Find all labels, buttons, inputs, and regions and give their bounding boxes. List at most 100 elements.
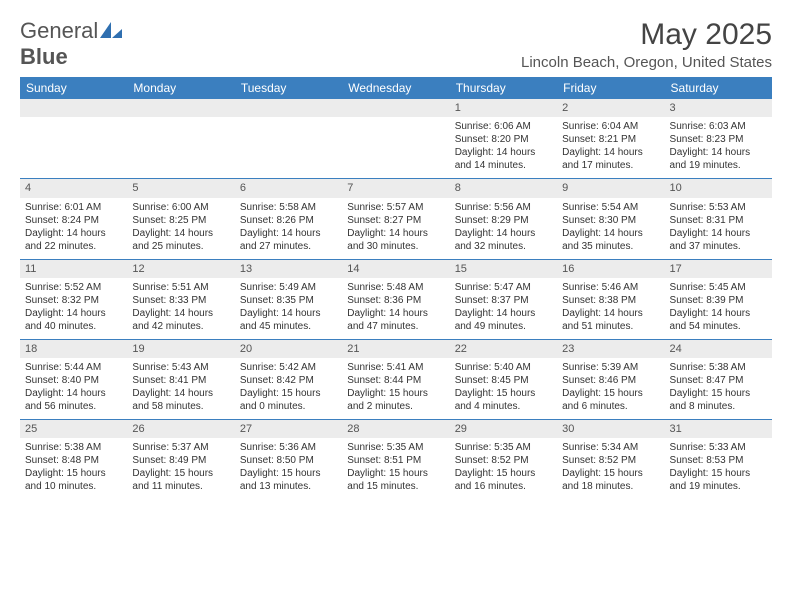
- sunrise-text: Sunrise: 5:45 AM: [670, 281, 767, 294]
- daylight-text: Daylight: 15 hours: [240, 387, 337, 400]
- day-number: 2: [557, 99, 664, 117]
- daylight-text: and 42 minutes.: [132, 320, 229, 333]
- day-body: Sunrise: 5:40 AMSunset: 8:45 PMDaylight:…: [450, 358, 557, 419]
- daylight-text: and 58 minutes.: [132, 400, 229, 413]
- sunset-text: Sunset: 8:44 PM: [347, 374, 444, 387]
- sunset-text: Sunset: 8:48 PM: [25, 454, 122, 467]
- daylight-text: and 13 minutes.: [240, 480, 337, 493]
- day-number: 27: [235, 420, 342, 438]
- day-header-mon: Monday: [127, 77, 234, 99]
- sunset-text: Sunset: 8:35 PM: [240, 294, 337, 307]
- day-body: Sunrise: 5:34 AMSunset: 8:52 PMDaylight:…: [557, 438, 664, 499]
- daylight-text: and 15 minutes.: [347, 480, 444, 493]
- daylight-text: and 25 minutes.: [132, 240, 229, 253]
- sunset-text: Sunset: 8:36 PM: [347, 294, 444, 307]
- day-body: Sunrise: 5:58 AMSunset: 8:26 PMDaylight:…: [235, 198, 342, 259]
- sunset-text: Sunset: 8:45 PM: [455, 374, 552, 387]
- sunrise-text: Sunrise: 5:46 AM: [562, 281, 659, 294]
- day-header-sun: Sunday: [20, 77, 127, 99]
- daylight-text: Daylight: 14 hours: [347, 227, 444, 240]
- logo-word2: Blue: [20, 44, 68, 69]
- daylight-text: Daylight: 14 hours: [132, 307, 229, 320]
- daylight-text: and 32 minutes.: [455, 240, 552, 253]
- day-number: 31: [665, 420, 772, 438]
- daylight-text: Daylight: 14 hours: [670, 146, 767, 159]
- daylight-text: Daylight: 14 hours: [455, 227, 552, 240]
- day-cell: 12Sunrise: 5:51 AMSunset: 8:33 PMDayligh…: [127, 260, 234, 339]
- sunrise-text: Sunrise: 5:40 AM: [455, 361, 552, 374]
- day-cell: 19Sunrise: 5:43 AMSunset: 8:41 PMDayligh…: [127, 340, 234, 419]
- week-row: 4Sunrise: 6:01 AMSunset: 8:24 PMDaylight…: [20, 178, 772, 258]
- sunrise-text: Sunrise: 5:48 AM: [347, 281, 444, 294]
- calendar: Sunday Monday Tuesday Wednesday Thursday…: [20, 77, 772, 499]
- sunset-text: Sunset: 8:52 PM: [455, 454, 552, 467]
- sunrise-text: Sunrise: 5:38 AM: [670, 361, 767, 374]
- day-header-wed: Wednesday: [342, 77, 449, 99]
- sunset-text: Sunset: 8:24 PM: [25, 214, 122, 227]
- day-cell: 14 Sunrise: 5:48 AMSunset: 8:36 PMDayligh…: [342, 260, 449, 339]
- sunset-text: Sunset: 8:33 PM: [132, 294, 229, 307]
- day-body: Sunrise: 5:36 AMSunset: 8:50 PMDaylight:…: [235, 438, 342, 499]
- sunrise-text: Sunrise: 5:37 AM: [132, 441, 229, 454]
- day-cell: 31Sunrise: 5:33 AMSunset: 8:53 PMDayligh…: [665, 420, 772, 499]
- daylight-text: Daylight: 15 hours: [670, 387, 767, 400]
- daylight-text: and 8 minutes.: [670, 400, 767, 413]
- sunrise-text: Sunrise: 5:38 AM: [25, 441, 122, 454]
- day-number: 26: [127, 420, 234, 438]
- day-number: 5: [127, 179, 234, 197]
- day-number: 8: [450, 179, 557, 197]
- daylight-text: and 40 minutes.: [25, 320, 122, 333]
- daylight-text: and 56 minutes.: [25, 400, 122, 413]
- day-cell: 21Sunrise: 5:41 AMSunset: 8:44 PMDayligh…: [342, 340, 449, 419]
- day-number: 22: [450, 340, 557, 358]
- month-title: May 2025: [521, 18, 772, 52]
- sunset-text: Sunset: 8:42 PM: [240, 374, 337, 387]
- daylight-text: and 17 minutes.: [562, 159, 659, 172]
- day-number: 14: [342, 260, 449, 278]
- daylight-text: and 35 minutes.: [562, 240, 659, 253]
- daylight-text: and 11 minutes.: [132, 480, 229, 493]
- day-body: Sunrise: 5:37 AMSunset: 8:49 PMDaylight:…: [127, 438, 234, 499]
- daylight-text: Daylight: 14 hours: [25, 227, 122, 240]
- location-text: Lincoln Beach, Oregon, United States: [521, 54, 772, 71]
- sunset-text: Sunset: 8:47 PM: [670, 374, 767, 387]
- daylight-text: Daylight: 14 hours: [562, 307, 659, 320]
- day-body: [235, 117, 342, 175]
- daylight-text: Daylight: 14 hours: [562, 146, 659, 159]
- sunset-text: Sunset: 8:23 PM: [670, 133, 767, 146]
- day-cell: 22Sunrise: 5:40 AMSunset: 8:45 PMDayligh…: [450, 340, 557, 419]
- sunset-text: Sunset: 8:31 PM: [670, 214, 767, 227]
- day-cell: .: [342, 99, 449, 178]
- day-number: .: [235, 99, 342, 117]
- day-cell: 3Sunrise: 6:03 AMSunset: 8:23 PMDaylight…: [665, 99, 772, 178]
- daylight-text: Daylight: 14 hours: [347, 307, 444, 320]
- daylight-text: Daylight: 14 hours: [670, 227, 767, 240]
- day-body: Sunrise: 5:33 AMSunset: 8:53 PMDaylight:…: [665, 438, 772, 499]
- daylight-text: Daylight: 15 hours: [455, 387, 552, 400]
- day-number: 18: [20, 340, 127, 358]
- daylight-text: and 2 minutes.: [347, 400, 444, 413]
- daylight-text: Daylight: 14 hours: [240, 227, 337, 240]
- day-cell: 15Sunrise: 5:47 AMSunset: 8:37 PMDayligh…: [450, 260, 557, 339]
- day-body: Sunrise: 6:00 AMSunset: 8:25 PMDaylight:…: [127, 198, 234, 259]
- sunset-text: Sunset: 8:41 PM: [132, 374, 229, 387]
- day-body: Sunrise: 5:54 AMSunset: 8:30 PMDaylight:…: [557, 198, 664, 259]
- day-number: 21: [342, 340, 449, 358]
- daylight-text: Daylight: 14 hours: [562, 227, 659, 240]
- day-cell: 25Sunrise: 5:38 AMSunset: 8:48 PMDayligh…: [20, 420, 127, 499]
- daylight-text: and 37 minutes.: [670, 240, 767, 253]
- sunrise-text: Sunrise: 5:56 AM: [455, 201, 552, 214]
- day-body: Sunrise: 5:46 AMSunset: 8:38 PMDaylight:…: [557, 278, 664, 339]
- sunset-text: Sunset: 8:37 PM: [455, 294, 552, 307]
- day-body: Sunrise: 5:38 AMSunset: 8:47 PMDaylight:…: [665, 358, 772, 419]
- sunrise-text: Sunrise: 6:01 AM: [25, 201, 122, 214]
- sunrise-text: Sunrise: 5:39 AM: [562, 361, 659, 374]
- logo-word1: General: [20, 18, 98, 43]
- day-cell: 11Sunrise: 5:52 AMSunset: 8:32 PMDayligh…: [20, 260, 127, 339]
- day-body: [20, 117, 127, 175]
- day-cell: 1Sunrise: 6:06 AMSunset: 8:20 PMDaylight…: [450, 99, 557, 178]
- day-number: 29: [450, 420, 557, 438]
- sunrise-text: Sunrise: 5:51 AM: [132, 281, 229, 294]
- daylight-text: Daylight: 15 hours: [25, 467, 122, 480]
- day-body: Sunrise: 6:01 AMSunset: 8:24 PMDaylight:…: [20, 198, 127, 259]
